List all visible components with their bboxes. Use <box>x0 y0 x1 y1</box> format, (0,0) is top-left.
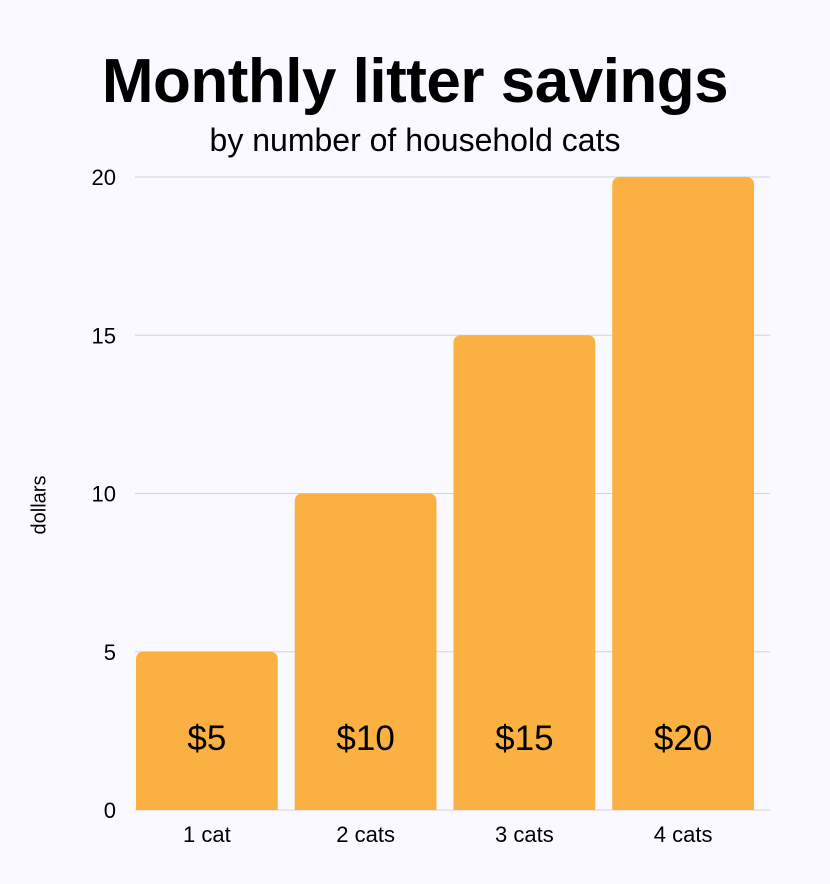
data-label: $20 <box>654 719 712 758</box>
y-tick-label: 0 <box>104 798 116 823</box>
y-tick-label: 20 <box>92 165 116 190</box>
y-tick-label: 10 <box>92 482 116 507</box>
bar <box>294 493 437 810</box>
x-tick-label: 3 cats <box>495 822 554 847</box>
bar <box>136 651 278 810</box>
bar <box>453 335 596 810</box>
chart-subtitle: by number of household cats <box>209 122 621 158</box>
data-label: $5 <box>187 719 226 758</box>
x-tick-label: 4 cats <box>654 822 713 847</box>
bar <box>612 177 754 810</box>
x-tick-label: 2 cats <box>336 822 395 847</box>
x-tick-label: 1 cat <box>183 822 231 847</box>
y-tick-label: 5 <box>104 640 116 665</box>
data-label: $15 <box>495 719 553 758</box>
data-label: $10 <box>336 719 394 758</box>
y-tick-label: 15 <box>92 323 116 348</box>
chart-title: Monthly litter savings <box>101 47 729 116</box>
